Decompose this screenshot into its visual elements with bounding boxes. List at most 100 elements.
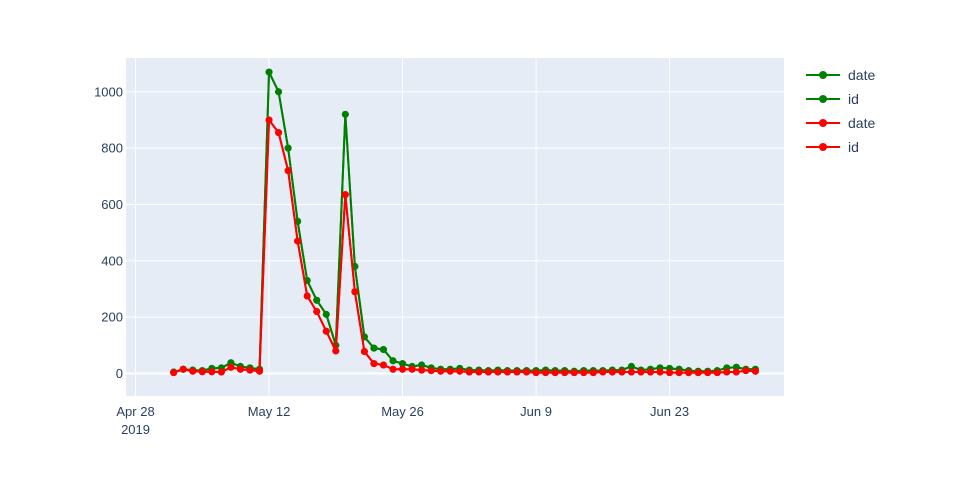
data-point[interactable] — [379, 361, 387, 369]
y-tick-label: 600 — [101, 197, 123, 212]
data-point[interactable] — [294, 237, 302, 245]
data-point[interactable] — [341, 110, 349, 118]
data-point[interactable] — [217, 368, 225, 376]
data-point[interactable] — [303, 292, 311, 300]
data-point[interactable] — [256, 367, 264, 375]
data-point[interactable] — [198, 368, 206, 376]
data-point[interactable] — [370, 360, 378, 368]
data-point[interactable] — [179, 365, 187, 373]
data-point[interactable] — [694, 369, 702, 377]
x-tick-label: Apr 28 — [116, 404, 154, 419]
legend-marker — [819, 119, 827, 127]
series-id-3 — [170, 116, 759, 377]
y-tick-label: 800 — [101, 141, 123, 156]
data-point[interactable] — [351, 288, 359, 296]
data-point[interactable] — [675, 369, 683, 377]
data-point[interactable] — [732, 368, 740, 376]
data-point[interactable] — [399, 365, 407, 373]
data-point[interactable] — [494, 368, 502, 376]
data-point[interactable] — [732, 363, 740, 371]
legend-marker — [819, 95, 827, 103]
data-point[interactable] — [570, 369, 578, 377]
data-point[interactable] — [437, 367, 445, 375]
data-point[interactable] — [751, 367, 759, 375]
data-point[interactable] — [503, 368, 511, 376]
data-point[interactable] — [399, 360, 407, 368]
data-point[interactable] — [513, 368, 521, 376]
data-point[interactable] — [227, 363, 235, 371]
data-point[interactable] — [589, 369, 597, 377]
data-point[interactable] — [446, 367, 454, 375]
x-tick-label: May 12 — [248, 404, 291, 419]
legend-marker — [819, 71, 827, 79]
data-point[interactable] — [284, 144, 292, 152]
legend-label: date — [848, 67, 875, 83]
data-point[interactable] — [427, 367, 435, 375]
data-point[interactable] — [484, 368, 492, 376]
data-point[interactable] — [742, 367, 750, 375]
data-point[interactable] — [532, 369, 540, 377]
data-point[interactable] — [370, 344, 378, 352]
data-point[interactable] — [236, 365, 244, 373]
data-point[interactable] — [599, 368, 607, 376]
data-point[interactable] — [265, 68, 273, 76]
data-point[interactable] — [704, 369, 712, 377]
data-point[interactable] — [379, 346, 387, 354]
data-point[interactable] — [389, 357, 397, 365]
data-point[interactable] — [637, 368, 645, 376]
data-point[interactable] — [265, 116, 273, 124]
data-point[interactable] — [656, 368, 664, 376]
data-point[interactable] — [646, 368, 654, 376]
data-point[interactable] — [322, 327, 330, 335]
data-point[interactable] — [389, 365, 397, 373]
data-point[interactable] — [580, 369, 588, 377]
data-point[interactable] — [456, 367, 464, 375]
data-point[interactable] — [208, 368, 216, 376]
legend-item[interactable]: date — [806, 115, 875, 131]
x-tick-label: Jun 23 — [650, 404, 689, 419]
legend-marker — [819, 143, 827, 151]
data-point[interactable] — [627, 362, 635, 370]
data-point[interactable] — [608, 368, 616, 376]
data-point[interactable] — [551, 369, 559, 377]
legend-label: date — [848, 115, 875, 131]
x-tick-label: Jun 9 — [520, 404, 552, 419]
data-point[interactable] — [685, 369, 693, 377]
data-point[interactable] — [284, 167, 292, 175]
data-point[interactable] — [322, 310, 330, 318]
y-tick-label: 0 — [116, 366, 123, 381]
legend-label: id — [848, 139, 859, 155]
x-tick-sublabel: 2019 — [121, 422, 150, 437]
y-tick-label: 400 — [101, 253, 123, 268]
data-point[interactable] — [618, 368, 626, 376]
data-point[interactable] — [418, 366, 426, 374]
data-point[interactable] — [713, 369, 721, 377]
data-point[interactable] — [246, 366, 254, 374]
data-point[interactable] — [561, 369, 569, 377]
data-point[interactable] — [465, 368, 473, 376]
legend-item[interactable]: id — [806, 91, 859, 107]
data-point[interactable] — [523, 368, 531, 376]
data-point[interactable] — [723, 368, 731, 376]
data-point[interactable] — [170, 369, 178, 377]
data-point[interactable] — [275, 129, 283, 137]
legend-item[interactable]: date — [806, 67, 875, 83]
data-point[interactable] — [275, 88, 283, 96]
x-tick-label: May 26 — [381, 404, 424, 419]
data-point[interactable] — [313, 296, 321, 304]
data-point[interactable] — [332, 347, 340, 355]
data-point[interactable] — [313, 308, 321, 315]
data-point[interactable] — [408, 365, 416, 373]
data-point[interactable] — [666, 369, 674, 377]
y-tick-label: 200 — [101, 310, 123, 325]
legend-item[interactable]: id — [806, 139, 859, 155]
data-point[interactable] — [542, 369, 550, 377]
data-point[interactable] — [360, 348, 368, 355]
data-point[interactable] — [341, 191, 349, 199]
data-point[interactable] — [189, 367, 197, 375]
data-point[interactable] — [418, 361, 426, 369]
data-point[interactable] — [475, 368, 483, 376]
data-point[interactable] — [627, 368, 635, 376]
